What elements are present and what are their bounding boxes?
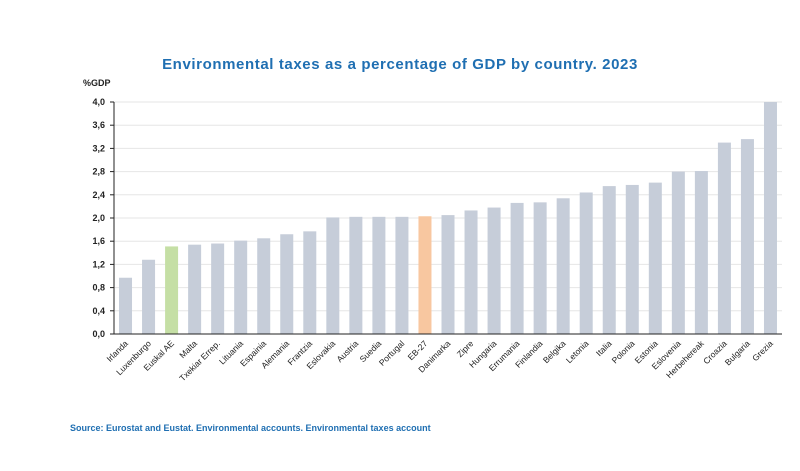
bar-grezia	[763, 102, 777, 334]
y-tick-label: 1,2	[92, 259, 105, 269]
y-tick-label: 0,0	[92, 329, 105, 339]
bar-luxenburgo	[142, 259, 156, 334]
bar-irlanda	[119, 277, 133, 334]
y-tick-label: 0,4	[92, 306, 105, 316]
bar-malta	[188, 244, 202, 334]
bar-letonia	[579, 192, 593, 334]
bar-herbehereak	[694, 171, 708, 334]
bar-frantzia	[303, 231, 317, 334]
x-tick-label: Polonia	[610, 338, 637, 365]
bar-zipre	[464, 210, 478, 334]
bar-eb-27	[418, 216, 432, 334]
bar-croazia	[717, 142, 731, 334]
bar-danimarka	[441, 215, 455, 334]
bar-estonia	[648, 182, 662, 334]
x-tick-label: Grezia	[750, 338, 775, 363]
bar-euskal-ae	[165, 246, 179, 334]
x-tick-label: Belgika	[541, 338, 568, 365]
y-tick-label: 0,8	[92, 283, 105, 293]
bar-espainia	[257, 238, 271, 334]
x-tick-label: Austria	[334, 338, 360, 364]
y-axis-label: %GDP	[83, 78, 111, 88]
x-tick-label: Portugal	[377, 338, 407, 368]
bar-errumania	[510, 202, 524, 334]
bar-finlandia	[533, 202, 547, 334]
y-tick-label: 2,4	[92, 190, 105, 200]
source-note: Source: Eurostat and Eustat. Environment…	[70, 423, 431, 433]
bar-hungaria	[487, 207, 501, 334]
bar-italia	[602, 186, 616, 334]
bar-lituania	[234, 240, 248, 334]
bar-belgika	[556, 198, 570, 334]
y-tick-label: 4,0	[92, 97, 105, 107]
bar-alemania	[280, 234, 294, 334]
y-tick-label: 2,0	[92, 213, 105, 223]
bar-eslovenia	[671, 171, 685, 334]
bar-eslovakia	[326, 217, 340, 334]
y-tick-label: 1,6	[92, 236, 105, 246]
bar-bulgaria	[740, 139, 754, 334]
y-tick-label: 3,2	[92, 143, 105, 153]
y-tick-label: 2,8	[92, 167, 105, 177]
x-tick-label: Letonia	[564, 338, 591, 365]
bar-austria	[349, 216, 363, 334]
bar-suedia	[372, 216, 386, 334]
chart-title: Environmental taxes as a percentage of G…	[162, 56, 638, 73]
x-tick-label: Bulgaria	[723, 338, 752, 367]
bar-portugal	[395, 216, 409, 334]
bar-polonia	[625, 184, 639, 334]
y-tick-label: 3,6	[92, 120, 105, 130]
bar-txekiar-errep-	[211, 243, 225, 334]
x-tick-label: Italia	[594, 338, 614, 358]
